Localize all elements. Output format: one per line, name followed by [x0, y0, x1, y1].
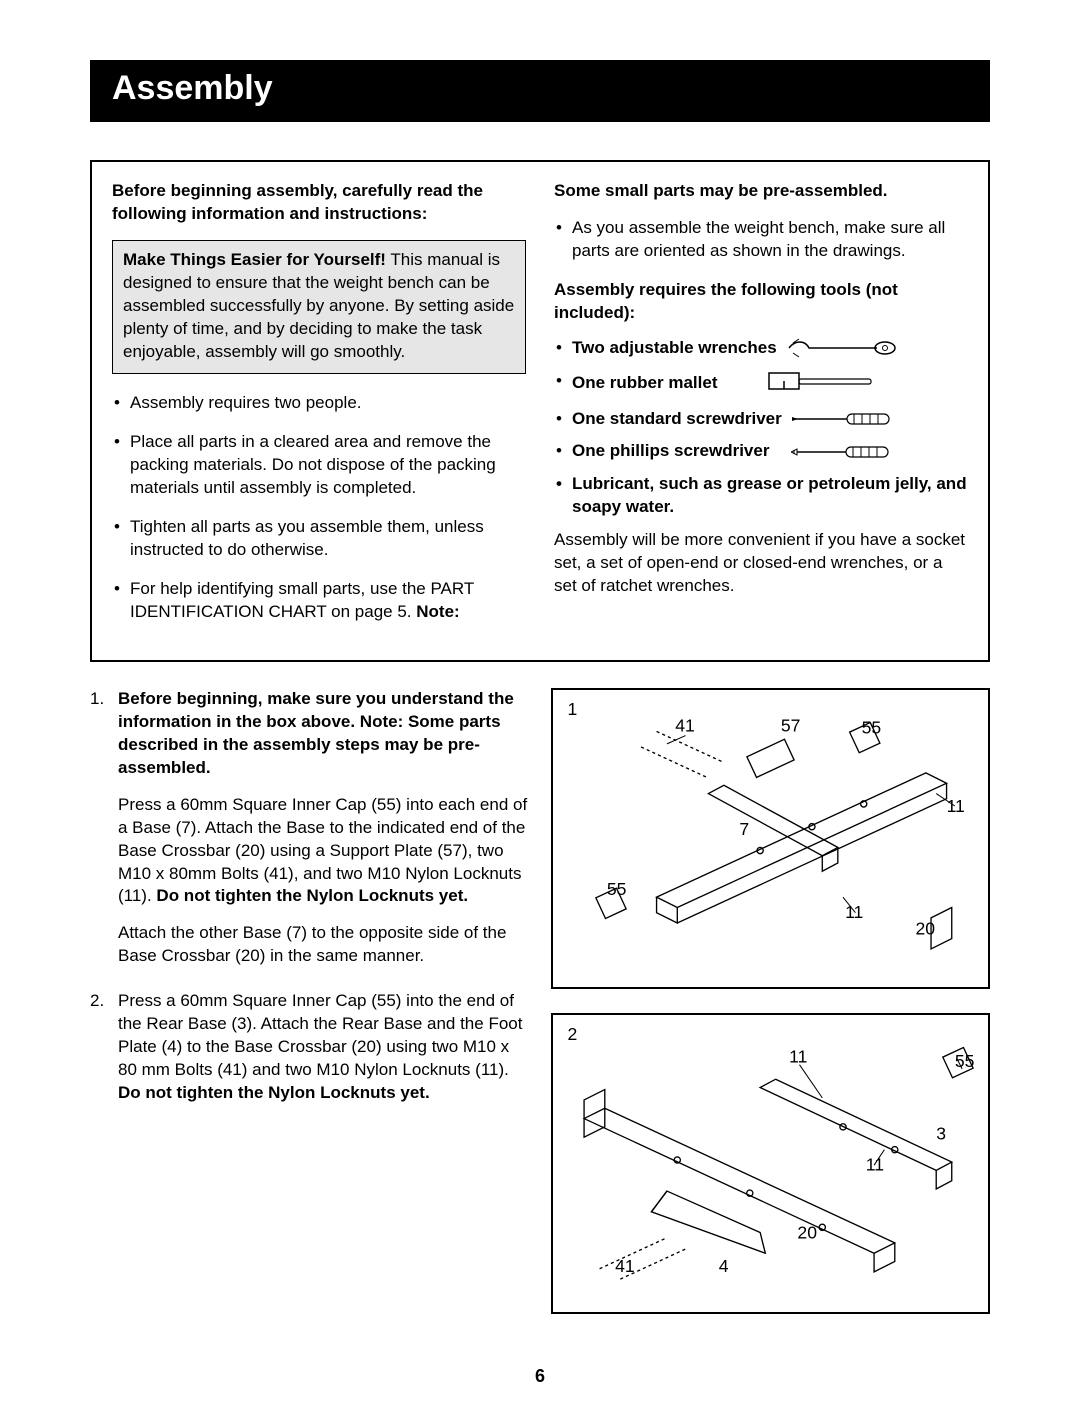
callout-heading: Make Things Easier for Yourself! — [123, 250, 386, 269]
svg-text:4: 4 — [719, 1256, 729, 1276]
flat-screwdriver-icon — [792, 412, 892, 426]
bullet-item: As you assemble the weight bench, make s… — [554, 217, 968, 263]
bullet-item: Place all parts in a cleared area and re… — [112, 431, 526, 500]
tools-heading: Assembly requires the following tools (n… — [554, 279, 968, 325]
svg-text:11: 11 — [789, 1047, 807, 1067]
step1-p1: Press a 60mm Square Inner Cap (55) into … — [118, 794, 529, 909]
svg-text:57: 57 — [781, 715, 801, 735]
tool-label: Two adjustable wrenches — [572, 337, 777, 360]
preassembled-note: Some small parts may be pre-assembled. — [554, 180, 968, 203]
svg-text:3: 3 — [936, 1123, 946, 1143]
diagram1-labels: 41 57 55 7 11 55 11 20 — [607, 715, 965, 938]
diagram-step-num: 2 — [568, 1024, 578, 1044]
wrench-icon — [787, 337, 897, 359]
steps-text-column: Before beginning, make sure you understa… — [90, 688, 529, 1338]
svg-text:20: 20 — [916, 918, 936, 938]
info-box: Before beginning assembly, carefully rea… — [90, 160, 990, 662]
phillips-screwdriver-icon — [791, 445, 891, 459]
diagram-1: 1 — [551, 688, 990, 989]
tool-item: One phillips screwdriver — [554, 440, 968, 463]
callout-box: Make Things Easier for Yourself! This ma… — [112, 240, 526, 375]
svg-text:7: 7 — [739, 819, 749, 839]
bullet-note: Note: — [416, 602, 459, 621]
tool-item: One standard screwdriver — [554, 408, 968, 431]
step2-p1a: Press a 60mm Square Inner Cap (55) into … — [118, 991, 522, 1079]
step2-p1: Press a 60mm Square Inner Cap (55) into … — [118, 990, 529, 1105]
svg-text:55: 55 — [862, 717, 882, 737]
left-bullet-list: Assembly requires two people. Place all … — [112, 392, 526, 624]
svg-text:41: 41 — [675, 715, 695, 735]
step-2: Press a 60mm Square Inner Cap (55) into … — [90, 990, 529, 1105]
mallet-icon — [765, 370, 875, 398]
bullet-item: Assembly requires two people. — [112, 392, 526, 415]
tool-item: Lubricant, such as grease or petroleum j… — [554, 473, 968, 519]
steps-section: Before beginning, make sure you understa… — [90, 688, 990, 1338]
tool-label: One rubber mallet — [572, 372, 717, 395]
tool-label: One phillips screwdriver — [572, 440, 769, 463]
svg-text:11: 11 — [947, 796, 965, 816]
diagram-2: 2 — [551, 1013, 990, 1314]
step1-p2: Attach the other Base (7) to the opposit… — [118, 922, 529, 968]
tool-item: One rubber mallet — [554, 370, 968, 398]
step-1: Before beginning, make sure you understa… — [90, 688, 529, 968]
bullet-item: Tighten all parts as you assemble them, … — [112, 516, 526, 562]
tools-list: Two adjustable wrenches One rubber malle… — [554, 337, 968, 520]
svg-text:20: 20 — [797, 1223, 817, 1243]
tool-item: Two adjustable wrenches — [554, 337, 968, 360]
step1-p1b: Do not tighten the Nylon Locknuts yet. — [156, 886, 468, 905]
info-right-column: Some small parts may be pre-assembled. A… — [554, 180, 968, 640]
svg-text:41: 41 — [615, 1256, 635, 1276]
page-number: 6 — [90, 1364, 990, 1388]
bullet-item: For help identifying small parts, use th… — [112, 578, 526, 624]
svg-text:55: 55 — [607, 879, 627, 899]
intro-text: Before beginning assembly, carefully rea… — [112, 180, 526, 226]
step2-p1b: Do not tighten the Nylon Locknuts yet. — [118, 1083, 430, 1102]
closing-note: Assembly will be more convenient if you … — [554, 529, 968, 598]
steps-list: Before beginning, make sure you understa… — [90, 688, 529, 1105]
info-left-column: Before beginning assembly, carefully rea… — [112, 180, 526, 640]
diagram-step-num: 1 — [568, 699, 578, 719]
diagrams-column: 1 — [551, 688, 990, 1338]
orient-list: As you assemble the weight bench, make s… — [554, 217, 968, 263]
diagram2-labels: 11 55 3 11 20 41 4 — [615, 1047, 974, 1276]
step1-lead: Before beginning, make sure you understa… — [118, 688, 529, 780]
tool-label: One standard screwdriver — [572, 408, 782, 431]
section-title: Assembly — [90, 60, 990, 122]
